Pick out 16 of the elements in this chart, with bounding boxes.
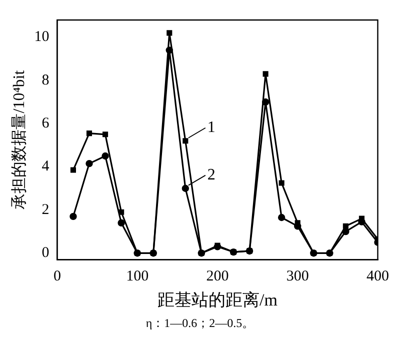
y-tick-label: 0 — [42, 245, 50, 262]
x-tick-label: 300 — [286, 268, 309, 285]
y-axis-title: 承担的数据量/10⁴bit — [10, 70, 28, 210]
x-tick-label: 200 — [206, 268, 229, 285]
legend-label: 2 — [207, 166, 216, 184]
legend-label: 1 — [207, 119, 216, 136]
x-axis-title: 距基站的距离/m — [158, 290, 278, 310]
x-tick-label: 100 — [126, 268, 149, 285]
x-tick-label: 400 — [366, 268, 389, 285]
y-tick-label: 8 — [42, 72, 50, 88]
y-tick-label: 2 — [42, 202, 50, 218]
text: η：1—0.6；2—0.5。 — [144, 315, 256, 332]
y-tick-label: 4 — [42, 158, 50, 175]
y-tick-label: 10 — [34, 29, 50, 46]
x-tick-label: 0 — [53, 268, 61, 285]
y-tick-label: 6 — [42, 116, 50, 132]
